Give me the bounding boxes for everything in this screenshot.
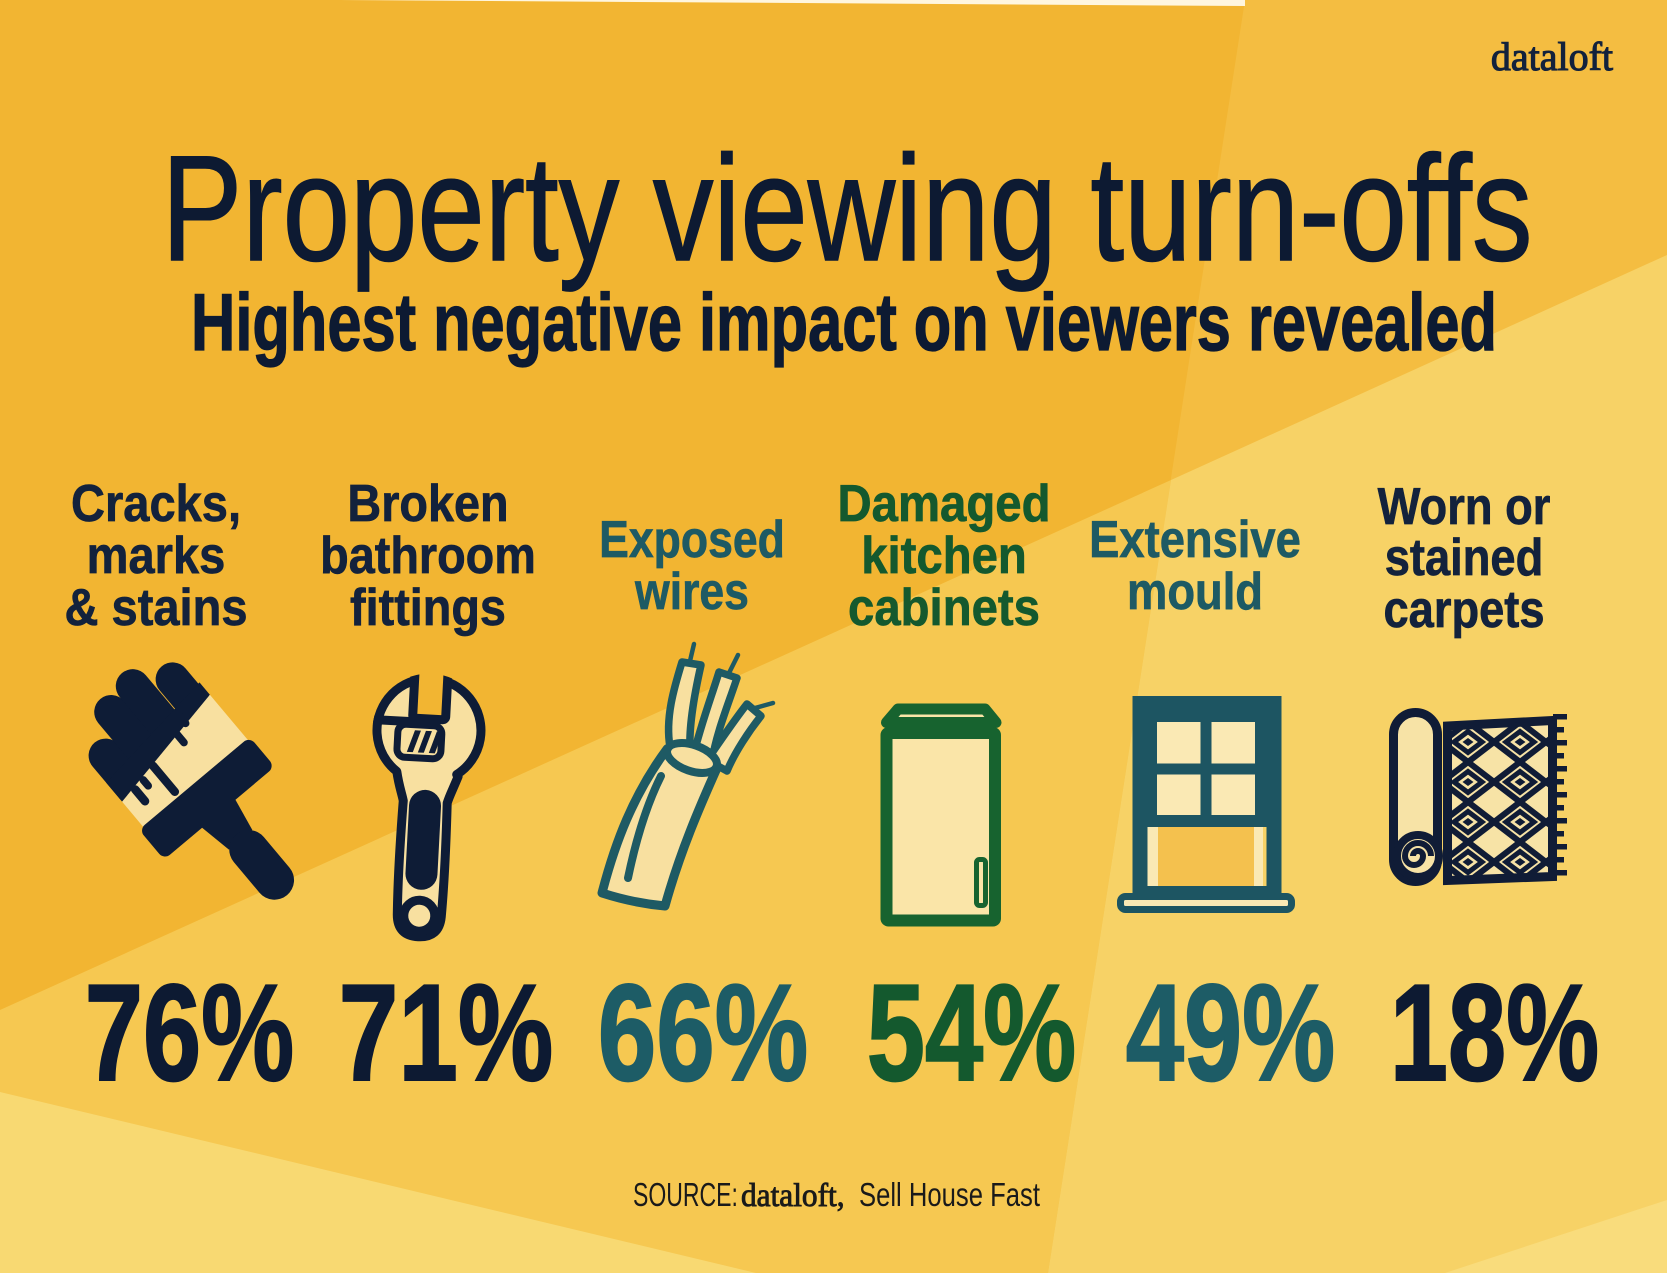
svg-text:Extensive: Extensive [1089,511,1301,569]
svg-text:Exposed: Exposed [599,511,785,569]
svg-text:wires: wires [634,563,749,621]
svg-text:fittings: fittings [350,579,506,637]
svg-text:Worn or: Worn or [1378,478,1551,536]
svg-text:mould: mould [1127,563,1263,621]
svg-text:Property viewing turn-offs: Property viewing turn-offs [162,125,1533,292]
svg-text:cabinets: cabinets [848,578,1040,637]
svg-text:carpets: carpets [1383,581,1544,639]
svg-text:Damaged: Damaged [838,474,1051,533]
svg-text:Cracks,: Cracks, [71,474,241,533]
svg-text:49%: 49% [1126,955,1335,1109]
svg-text:Sell House Fast: Sell House Fast [859,1177,1040,1214]
svg-text:Highest negative impact on vie: Highest negative impact on viewers revea… [191,278,1497,368]
svg-text:SOURCE:: SOURCE: [633,1177,738,1214]
svg-text:stained: stained [1385,529,1544,587]
svg-text:66%: 66% [598,955,808,1109]
svg-text:marks: marks [87,526,226,585]
svg-text:dataloft,: dataloft, [741,1176,845,1213]
svg-text:71%: 71% [339,956,554,1110]
svg-text:54%: 54% [867,955,1076,1109]
svg-text:18%: 18% [1390,955,1599,1109]
svg-text:76%: 76% [85,955,294,1109]
svg-text:kitchen: kitchen [861,526,1027,585]
svg-text:Broken: Broken [347,475,508,533]
svg-text:& stains: & stains [64,578,247,637]
svg-text:dataloft: dataloft [1491,34,1613,79]
svg-text:bathroom: bathroom [320,527,536,585]
